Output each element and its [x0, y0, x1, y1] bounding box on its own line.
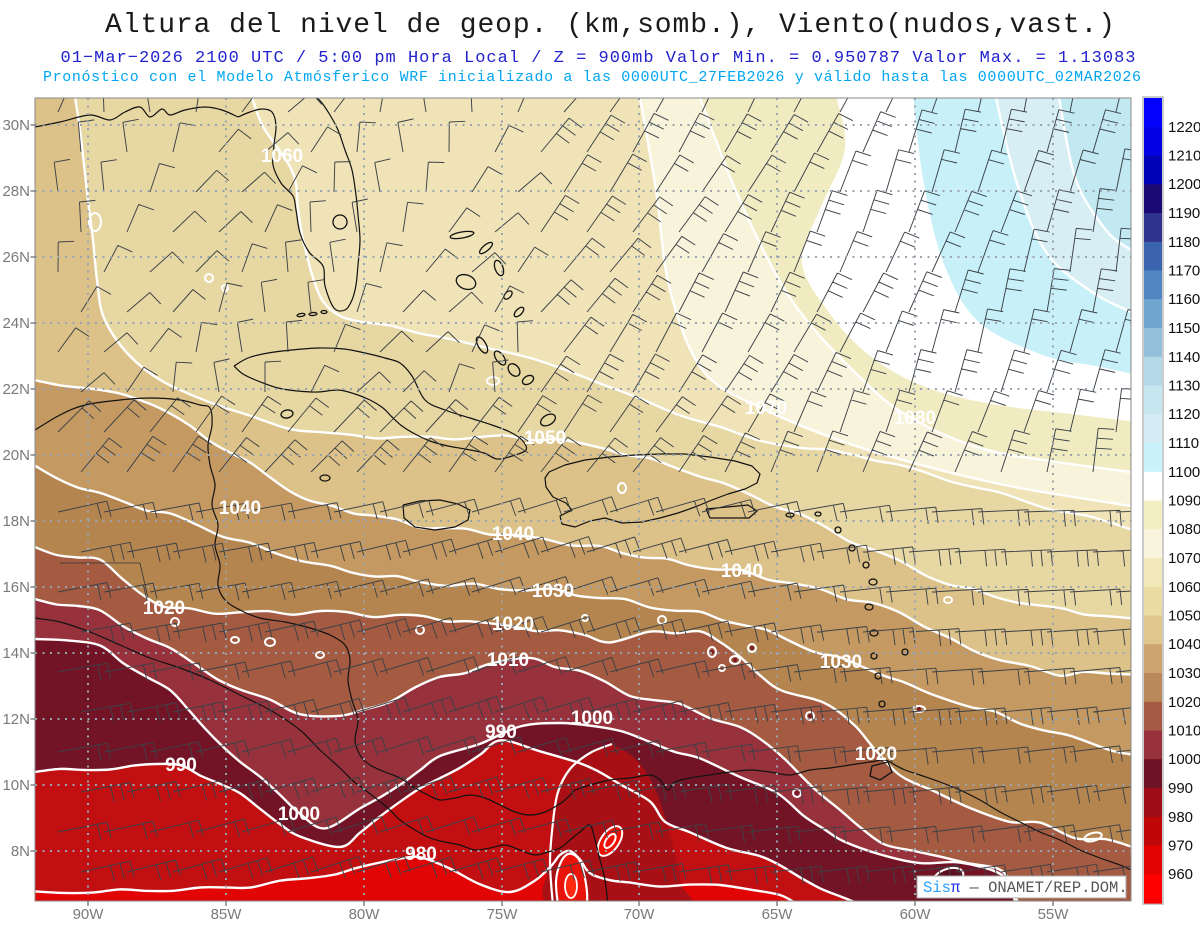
svg-text:1010: 1010	[487, 650, 529, 671]
svg-text:980: 980	[1168, 809, 1193, 826]
svg-text:1080: 1080	[894, 408, 936, 429]
svg-text:Pronóstico con el Modelo Atmós: Pronóstico con el Modelo Atmósferico WRF…	[43, 69, 1141, 86]
svg-text:1150: 1150	[1168, 320, 1200, 337]
svg-text:1020: 1020	[1168, 694, 1200, 711]
svg-text:970: 970	[1168, 838, 1193, 855]
svg-text:1040: 1040	[721, 561, 763, 582]
svg-text:1050: 1050	[524, 428, 566, 449]
svg-text:1000: 1000	[278, 804, 320, 825]
svg-text:55W: 55W	[1038, 906, 1070, 923]
svg-text:1010: 1010	[1168, 723, 1200, 740]
svg-text:12N: 12N	[2, 711, 30, 728]
svg-text:85W: 85W	[211, 906, 243, 923]
svg-text:1200: 1200	[1168, 176, 1200, 193]
svg-text:1020: 1020	[855, 744, 897, 765]
svg-text:01−Mar−2026 2100 UTC / 5:00 p: 01−Mar−2026 2100 UTC / 5:00 pm Hora Loca…	[61, 49, 1136, 68]
svg-text:10N: 10N	[2, 777, 30, 794]
svg-text:1210: 1210	[1168, 148, 1200, 165]
svg-text:1060: 1060	[261, 146, 303, 167]
svg-text:1000: 1000	[571, 708, 613, 729]
svg-text:16N: 16N	[2, 579, 30, 596]
svg-text:75W: 75W	[487, 906, 519, 923]
svg-text:1100: 1100	[1168, 464, 1200, 481]
svg-text:960: 960	[1168, 866, 1193, 883]
svg-text:Sisπ — ONAMET/REP.DOM.: Sisπ — ONAMET/REP.DOM.	[923, 879, 1128, 897]
svg-text:1140: 1140	[1168, 349, 1200, 366]
svg-text:90W: 90W	[73, 906, 105, 923]
svg-text:1220: 1220	[1168, 119, 1200, 136]
svg-text:8N: 8N	[11, 843, 30, 860]
svg-text:60W: 60W	[900, 906, 932, 923]
svg-text:980: 980	[405, 844, 437, 865]
svg-text:1020: 1020	[143, 598, 185, 619]
svg-text:26N: 26N	[2, 249, 30, 266]
svg-text:1060: 1060	[1168, 579, 1200, 596]
svg-text:1110: 1110	[1168, 435, 1199, 452]
svg-text:22N: 22N	[2, 381, 30, 398]
svg-text:70W: 70W	[624, 906, 656, 923]
svg-text:1180: 1180	[1168, 234, 1200, 251]
svg-text:1160: 1160	[1168, 291, 1200, 308]
svg-text:Altura del nivel de geop. (km,: Altura del nivel de geop. (km,somb.), Vi…	[105, 10, 1115, 41]
svg-text:990: 990	[165, 755, 197, 776]
svg-text:1070: 1070	[745, 398, 787, 419]
svg-text:990: 990	[1168, 780, 1193, 797]
svg-text:1030: 1030	[532, 581, 574, 602]
svg-text:80W: 80W	[349, 906, 381, 923]
svg-text:1080: 1080	[1168, 521, 1200, 538]
svg-text:18N: 18N	[2, 513, 30, 530]
svg-text:1020: 1020	[492, 614, 534, 635]
svg-text:65W: 65W	[762, 906, 794, 923]
svg-text:24N: 24N	[2, 315, 30, 332]
svg-text:1040: 1040	[219, 498, 261, 519]
svg-text:1050: 1050	[1168, 608, 1200, 625]
svg-text:1000: 1000	[1168, 751, 1200, 768]
svg-text:30N: 30N	[2, 117, 30, 134]
svg-text:1130: 1130	[1168, 378, 1200, 395]
svg-text:1070: 1070	[1168, 550, 1200, 567]
svg-text:20N: 20N	[2, 447, 30, 464]
svg-text:1030: 1030	[1168, 665, 1200, 682]
svg-text:1040: 1040	[1168, 636, 1200, 653]
svg-text:14N: 14N	[2, 645, 30, 662]
svg-text:1030: 1030	[820, 652, 862, 673]
svg-text:1190: 1190	[1168, 205, 1200, 222]
svg-text:1090: 1090	[1168, 493, 1200, 510]
svg-text:1170: 1170	[1168, 263, 1200, 280]
svg-text:1040: 1040	[492, 524, 534, 545]
svg-text:28N: 28N	[2, 183, 30, 200]
svg-text:990: 990	[485, 722, 517, 743]
svg-text:1120: 1120	[1168, 406, 1200, 423]
